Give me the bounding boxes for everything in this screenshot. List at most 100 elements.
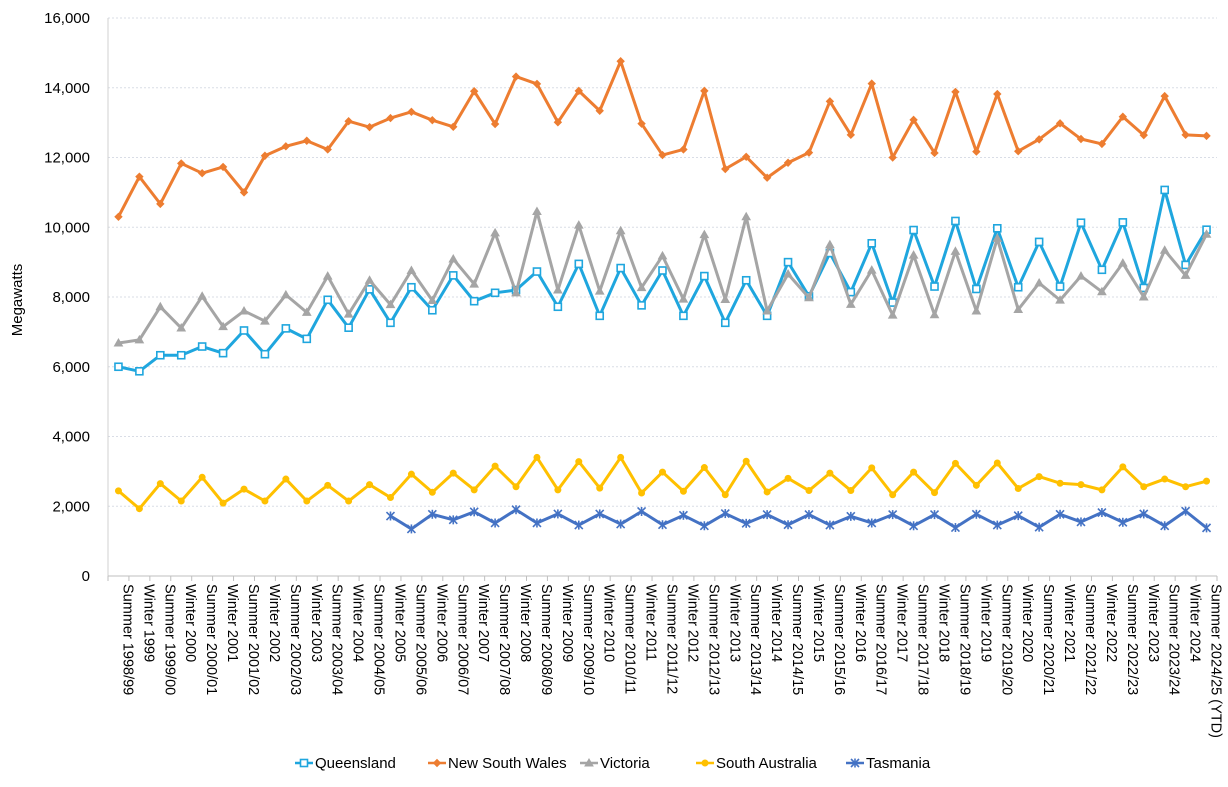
x-tick-label: Summer 2002/03 xyxy=(287,584,303,695)
data-point xyxy=(783,257,793,267)
data-point xyxy=(532,267,542,276)
x-tick-label: Winter 2024 xyxy=(1187,584,1203,662)
x-tick-label: Winter 2013 xyxy=(726,584,742,662)
legend-label: Queensland xyxy=(315,755,396,772)
data-point xyxy=(239,326,249,335)
y-tick-label: 10,000 xyxy=(44,219,90,236)
data-point xyxy=(637,506,647,517)
x-tick-label: Winter 2016 xyxy=(852,584,868,662)
data-point xyxy=(1098,486,1106,494)
x-tick-label: Summer 2020/21 xyxy=(1040,584,1056,695)
data-point xyxy=(867,518,877,528)
data-point xyxy=(931,489,939,497)
data-point xyxy=(282,475,290,483)
x-tick-label: Summer 2015/16 xyxy=(831,584,847,695)
data-point xyxy=(929,309,940,319)
x-tick-label: Summer 2001/02 xyxy=(245,584,261,695)
data-point xyxy=(406,524,416,534)
data-point xyxy=(302,136,311,145)
data-point xyxy=(1118,218,1128,227)
data-point xyxy=(887,310,898,319)
y-tick-label: 6,000 xyxy=(52,359,90,376)
data-point xyxy=(950,522,961,533)
data-point xyxy=(615,225,626,235)
data-point xyxy=(385,511,396,521)
data-point xyxy=(1097,139,1107,149)
data-point xyxy=(805,487,813,495)
data-point xyxy=(972,147,981,156)
legend: Queensland New South Wales Victoria South A… xyxy=(295,755,931,772)
x-tick-label: Winter 2018 xyxy=(936,584,952,662)
data-point xyxy=(428,115,437,125)
data-point xyxy=(888,153,897,162)
data-point xyxy=(1201,523,1212,533)
y-axis-title: Megawatts xyxy=(9,264,26,337)
data-point xyxy=(407,107,416,117)
data-point xyxy=(720,318,730,328)
data-point xyxy=(299,758,309,768)
series-line xyxy=(117,455,1207,511)
data-point xyxy=(1202,131,1211,141)
x-tick-label: Summer 2012/13 xyxy=(705,584,721,695)
data-point xyxy=(574,86,584,96)
x-tick-label: Winter 2009 xyxy=(559,584,575,662)
data-point xyxy=(428,488,436,496)
x-tick-label: Summer 1999/00 xyxy=(161,584,177,695)
data-point xyxy=(596,484,604,492)
data-point xyxy=(699,521,709,531)
data-point xyxy=(825,520,835,530)
data-point xyxy=(135,505,143,513)
data-point xyxy=(156,350,165,360)
data-point xyxy=(218,162,228,172)
data-point xyxy=(658,266,667,275)
data-point xyxy=(575,458,583,466)
x-tick-label: Summer 2004/05 xyxy=(371,584,387,695)
series-lines xyxy=(113,57,1212,534)
data-point xyxy=(406,265,417,274)
data-point xyxy=(448,515,458,525)
data-point xyxy=(156,199,165,209)
x-tick-label: Summer 2021/22 xyxy=(1082,584,1098,695)
data-point xyxy=(616,519,626,529)
data-point xyxy=(992,520,1002,530)
data-point xyxy=(1034,278,1045,287)
data-point xyxy=(432,758,442,768)
data-point xyxy=(783,158,793,167)
data-point xyxy=(845,299,856,308)
x-tick-label: Winter 2012 xyxy=(684,584,700,662)
data-point xyxy=(197,168,207,178)
data-point xyxy=(343,309,354,318)
data-point xyxy=(700,464,708,472)
data-point xyxy=(889,491,897,499)
x-tick-label: Winter 2020 xyxy=(1019,584,1035,662)
y-tick-label: 4,000 xyxy=(52,429,90,446)
y-tick-label: 2,000 xyxy=(52,498,90,515)
x-tick-label: Summer 2014/15 xyxy=(789,584,805,695)
data-point xyxy=(198,473,206,481)
data-point xyxy=(993,89,1002,99)
data-point xyxy=(1161,475,1169,483)
series-line xyxy=(118,210,1208,345)
data-point xyxy=(366,481,374,489)
y-axis: 0 2,000 4,000 6,000 8,000 10,000 12,000 14,000 1… xyxy=(44,10,109,585)
x-tick-label: Winter 2010 xyxy=(601,584,617,662)
data-point xyxy=(469,296,479,306)
data-point xyxy=(638,489,646,497)
data-point xyxy=(1117,258,1128,267)
data-point xyxy=(323,295,333,305)
x-tick-label: Summer 2010/11 xyxy=(622,584,638,694)
data-point xyxy=(491,462,499,470)
x-tick-label: Summer 2005/06 xyxy=(412,584,428,695)
series-new-south-wales xyxy=(114,57,1211,221)
data-point xyxy=(700,86,709,96)
data-point xyxy=(176,323,187,332)
data-point xyxy=(511,287,521,297)
data-point xyxy=(804,148,814,157)
data-point xyxy=(741,211,752,221)
data-point xyxy=(888,510,898,520)
data-point xyxy=(741,518,751,528)
data-point xyxy=(909,115,918,125)
data-point xyxy=(678,510,688,520)
x-tick-label: Winter 2002 xyxy=(266,584,282,662)
data-point xyxy=(1034,522,1044,532)
